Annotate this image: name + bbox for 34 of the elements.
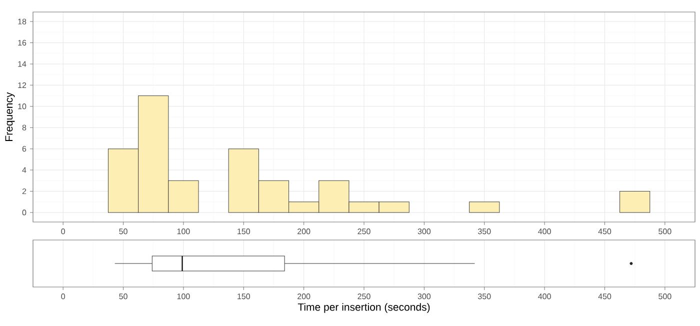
- x-tick-label: 500: [658, 228, 672, 234]
- y-axis-title: Frequency: [5, 92, 15, 141]
- x-tick-label: 450: [598, 228, 612, 234]
- y-tick-label: 16: [18, 40, 26, 46]
- x-tick-label: 350: [478, 294, 491, 300]
- x-axis-title: Time per insertion (seconds): [298, 303, 430, 313]
- x-tick-label: 250: [358, 228, 370, 234]
- x-tick-label: 300: [418, 228, 431, 234]
- x-tick-label: 200: [298, 294, 310, 300]
- y-tick-label: 6: [22, 146, 26, 152]
- y-tick-label: 14: [18, 61, 26, 67]
- y-tick-label: 4: [22, 167, 26, 173]
- y-tick-label: 0: [22, 210, 26, 216]
- x-tick-label: 100: [177, 228, 190, 234]
- x-tick-label: 50: [119, 294, 128, 300]
- x-tick-label: 500: [658, 294, 672, 300]
- x-tick-label: 400: [538, 228, 551, 234]
- y-tick-label: 12: [18, 82, 26, 88]
- x-tick-label: 0: [61, 228, 66, 234]
- y-tick-label: 8: [22, 124, 26, 130]
- x-tick-label: 0: [61, 294, 66, 300]
- x-tick-label: 200: [298, 228, 310, 234]
- x-tick-label: 350: [478, 228, 491, 234]
- x-tick-label: 400: [538, 294, 551, 300]
- x-tick-label: 450: [598, 294, 612, 300]
- y-tick-label: 10: [18, 104, 26, 110]
- x-tick-label: 50: [119, 228, 128, 234]
- x-tick-label: 250: [358, 294, 370, 300]
- x-tick-label: 100: [177, 294, 190, 300]
- y-tick-label: 18: [18, 18, 26, 24]
- x-tick-label: 150: [238, 228, 250, 234]
- x-tick-label: 150: [238, 294, 250, 300]
- x-tick-label: 300: [418, 294, 431, 300]
- y-tick-label: 2: [22, 188, 26, 194]
